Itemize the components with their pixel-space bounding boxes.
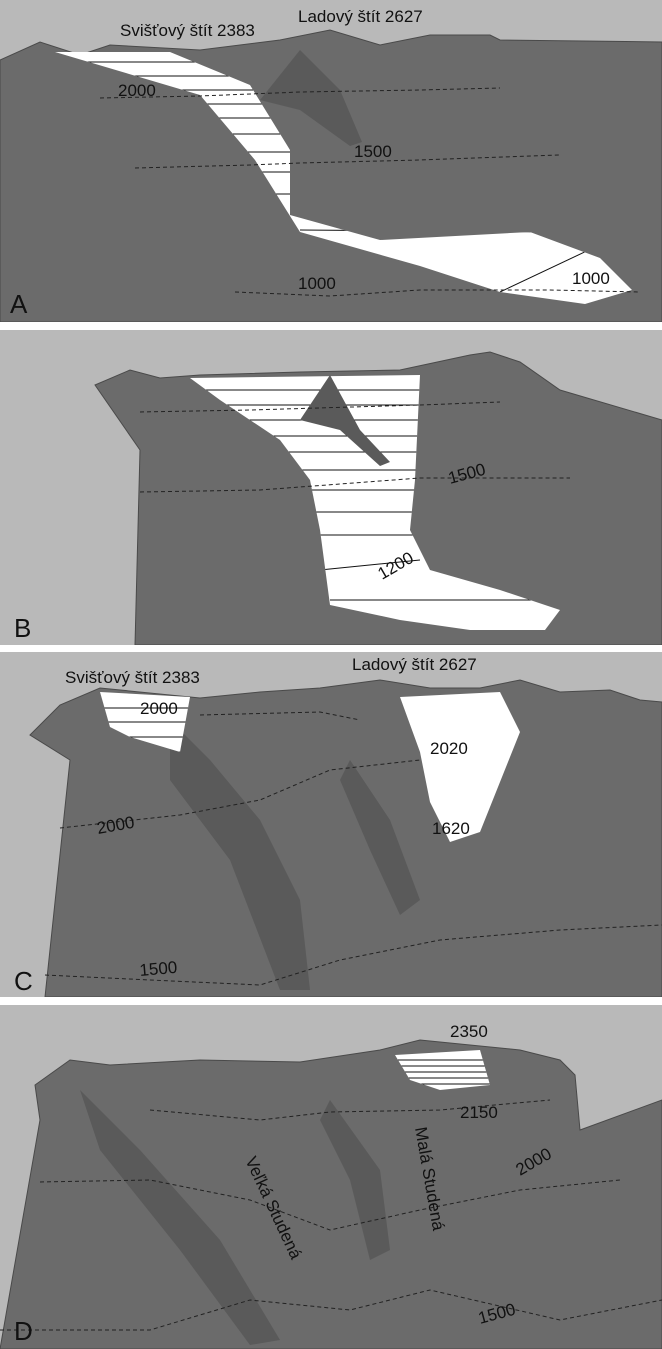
terrain [0,1040,662,1349]
panel-letter: A [10,289,28,319]
figure: A Svišťový štít 2383 Ladový štít 2627 2000 1… [0,0,662,1349]
panel-b [0,330,662,645]
panel-letter: B [14,613,31,643]
contour-label: 1500 [354,142,392,161]
separator [0,645,662,652]
contour-label: Ladový štít 2627 [298,7,423,26]
separator [0,322,662,330]
panel-d [0,1005,662,1349]
contour-label: 2000 [118,81,156,100]
panel-letter: D [14,1316,33,1346]
contour-label: 1500 [139,958,178,980]
contour-label: 2350 [450,1022,488,1041]
contour-label: 1000 [298,274,336,293]
contour-label: Ladový štít 2627 [352,655,477,674]
contour-label: Svišťový štít 2383 [120,21,255,40]
separator [0,997,662,1005]
contour-label: 1000 [572,269,610,288]
contour-label: Svišťový štít 2383 [65,668,200,687]
contour-label: 2000 [140,699,178,718]
contour-label: 2020 [430,739,468,758]
contour-label: 1620 [432,819,470,838]
panel-letter: C [14,966,33,996]
contour-label: 2150 [460,1103,498,1122]
